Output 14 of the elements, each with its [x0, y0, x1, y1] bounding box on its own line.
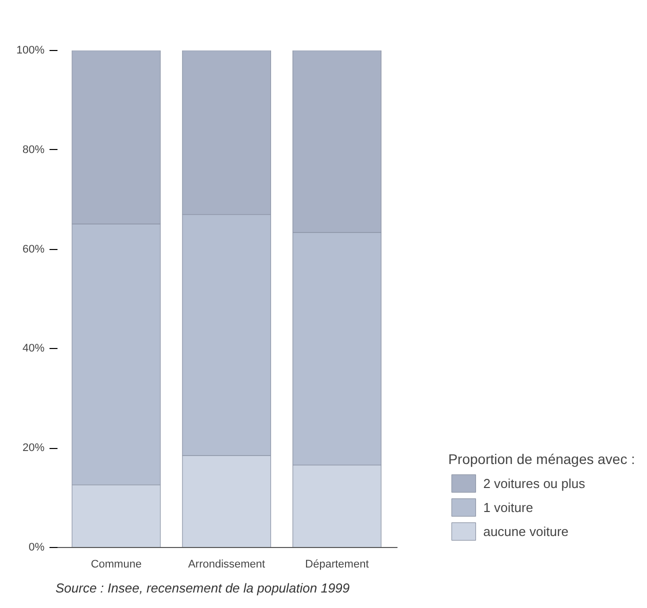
y-tick-label: 100% [16, 44, 45, 56]
x-tick-label: Arrondissement [188, 558, 266, 570]
legend-label: 1 voiture [483, 500, 534, 514]
x-tick-label: Département [305, 558, 369, 570]
y-tick-label: 40% [22, 342, 45, 355]
y-tick-label: 60% [22, 243, 45, 256]
legend-label: 2 voitures ou plus [483, 476, 586, 490]
y-tick-label: 20% [22, 442, 45, 454]
y-tick-label: 0% [28, 542, 45, 554]
x-tick-label: Commune [90, 558, 142, 570]
source-note: Source : Insee, recensement de la population 1999 [56, 580, 350, 596]
legend-label: aucune voiture [483, 524, 570, 538]
legend-title: Proportion de ménages avec : [448, 451, 635, 467]
y-tick-label: 80% [22, 144, 45, 156]
